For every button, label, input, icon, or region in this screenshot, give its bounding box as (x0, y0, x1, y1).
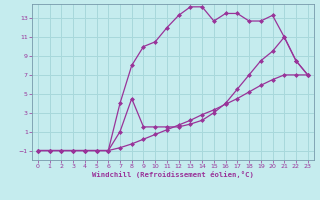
X-axis label: Windchill (Refroidissement éolien,°C): Windchill (Refroidissement éolien,°C) (92, 171, 254, 178)
